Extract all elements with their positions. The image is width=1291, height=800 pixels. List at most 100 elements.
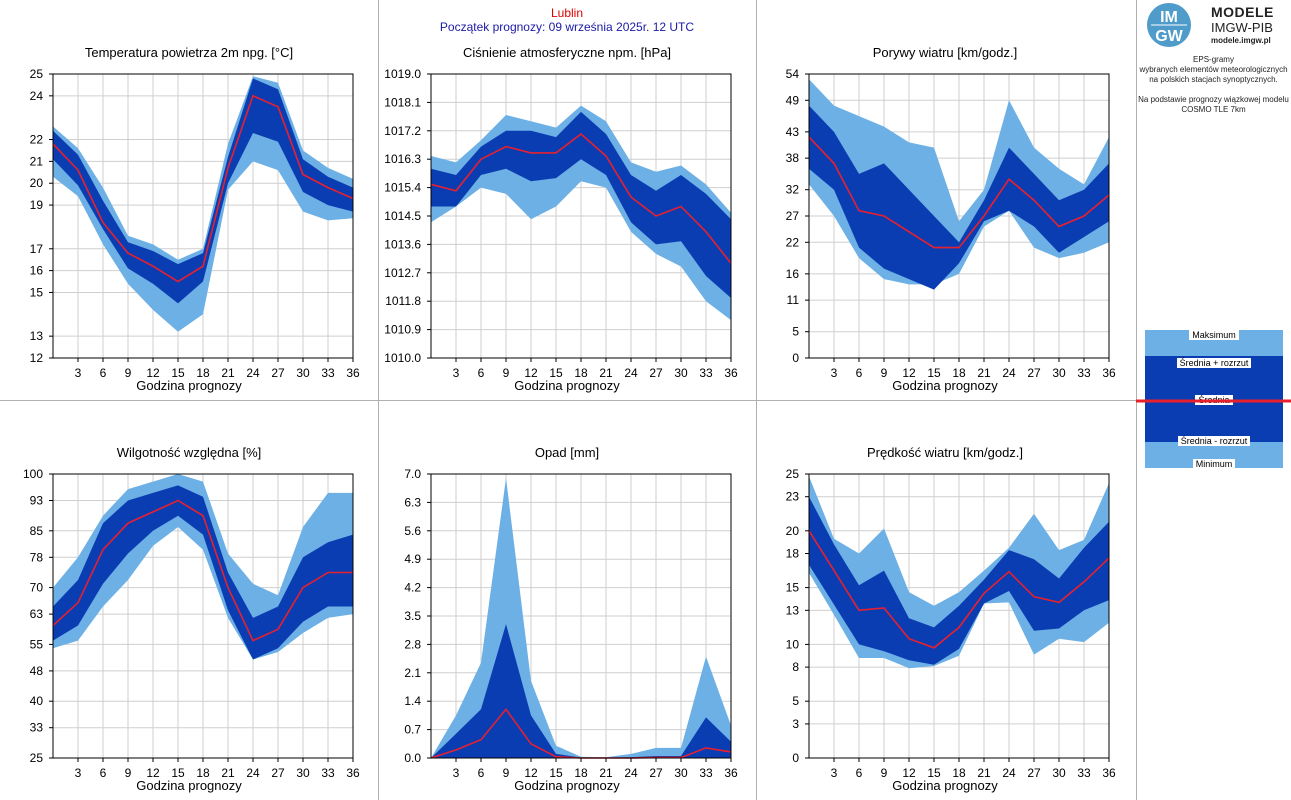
chart-wind-speed-ytick-label: 8 [792,660,799,674]
logo-mark-bottom: GW [1155,28,1183,45]
chart-wind-gusts-ytick-label: 16 [786,267,800,281]
legend: Maksimum Średnia + rozrzut Średnia Średn… [1145,330,1283,469]
chart-humidity-ytick-label: 78 [30,550,44,564]
chart-pressure-plot: 3 6 9 12 15 18 21 24 27 30 33 361010.01010.91011.81… [384,67,738,380]
chart-wind-gusts-ytick-label: 11 [787,293,800,307]
chart-wind-gusts-xtick-label: 15 [927,366,941,380]
logo-mark-top: IM [1160,9,1178,26]
chart-temperature-ytick-label: 13 [30,329,44,343]
chart-wind-gusts-title: Porywy wiatru [km/godz.] [872,45,1018,60]
chart-pressure-band-spread [431,111,731,299]
chart-temperature-xtick-label: 27 [271,366,285,380]
chart-wind-speed-ytick-label: 0 [792,751,799,765]
chart-humidity-ytick-label: 70 [30,581,44,595]
chart-wind-speed-band-spread [809,496,1109,665]
chart-wind-speed-xtick-label: 18 [952,766,966,780]
chart-wind-speed-ytick-label: 15 [786,581,800,595]
chart-wind-gusts-plot: 3 6 9 12 15 18 21 24 27 30 33 360511162227323843495… [786,67,1116,380]
chart-precipitation-xtick-label: 30 [674,766,688,780]
chart-wind-gusts-xtick-label: 33 [1077,366,1091,380]
chart-wind-gusts-xtick-label: 36 [1102,366,1116,380]
chart-humidity-plot: 3 6 9 12 15 18 21 24 27 30 33 362533404855637078859… [23,467,360,780]
chart-pressure-xlabel: Godzina prognozy [514,378,620,393]
chart-pressure-xtick-label: 21 [599,366,613,380]
chart-wind-gusts-ytick-label: 5 [792,325,799,339]
chart-precipitation-xtick-label: 33 [699,766,713,780]
info-line-1: EPS-gramy [1193,55,1234,64]
chart-precipitation-ytick-label: 4.9 [404,552,421,566]
chart-humidity-xlabel: Godzina prognozy [136,778,242,793]
chart-wind-speed-xtick-label: 33 [1077,766,1091,780]
chart-wind-gusts-ytick-label: 54 [786,67,800,81]
info-text: EPS-gramy wybranych elementów meteorolog… [1136,55,1291,115]
info-line-2: wybranych elementów meteorologicznych [1139,65,1288,74]
chart-wind-speed-xtick-label: 36 [1102,766,1116,780]
logo-line-1: MODELE [1211,4,1274,20]
chart-wind-gusts-xtick-label: 27 [1027,366,1041,380]
chart-temperature-ytick-label: 21 [30,154,44,168]
chart-precipitation-ytick-label: 3.5 [404,609,421,623]
chart-temperature-xtick-label: 30 [296,366,310,380]
chart-pressure-xtick-label: 33 [699,366,713,380]
chart-temperature-xlabel: Godzina prognozy [136,378,242,393]
chart-humidity-xtick-label: 12 [146,766,160,780]
chart-pressure-xtick-label: 36 [724,366,738,380]
chart-temperature-plot: 3 6 9 12 15 18 21 24 27 30 33 361213151617192021222… [30,67,360,380]
chart-humidity-xtick-label: 33 [321,766,335,780]
chart-temperature-ytick-label: 19 [30,198,44,212]
chart-humidity-xtick-label: 6 [100,766,107,780]
chart-wind-gusts-mean-line [808,136,1110,249]
chart-humidity-xtick-label: 36 [346,766,360,780]
chart-wind-gusts-ytick-label: 49 [786,93,800,107]
chart-wind-speed-ytick-label: 13 [786,603,800,617]
chart-humidity-ytick-label: 40 [30,694,44,708]
chart-humidity-ytick-label: 63 [30,607,44,621]
chart-precipitation-xtick-label: 18 [574,766,588,780]
chart-temperature-xtick-label: 33 [321,366,335,380]
chart-wind-gusts-xtick-label: 12 [902,366,916,380]
chart-humidity-ytick-label: 55 [30,637,44,651]
chart-pressure-ytick-label: 1019.0 [384,67,421,81]
chart-humidity-ytick-label: 33 [30,721,44,735]
chart-temperature-ytick-label: 25 [30,67,44,81]
chart-precipitation-xtick-label: 15 [549,766,563,780]
chart-temperature-ytick-label: 22 [30,133,44,147]
chart-pressure-ytick-label: 1013.6 [384,237,421,251]
chart-humidity-xtick-label: 27 [271,766,285,780]
chart-temperature-ytick-label: 15 [30,285,44,299]
chart-temperature: 3 6 9 12 15 18 21 24 27 30 33 36 12 13 15 16 17 19 20 21 22 2… [0,0,378,398]
chart-humidity-ytick-label: 25 [30,751,44,765]
chart-precipitation-ytick-label: 4.2 [404,581,421,595]
chart-wind-gusts-xtick-label: 21 [977,366,991,380]
chart-wind-gusts-xtick-label: 30 [1052,366,1066,380]
chart-pressure-ytick-label: 1018.1 [384,95,421,109]
chart-temperature-xtick-label: 9 [125,366,132,380]
chart-temperature-ytick-label: 12 [30,351,44,365]
chart-wind-speed-xtick-label: 3 [831,766,838,780]
chart-humidity-ytick-label: 100 [23,467,43,481]
chart-wind-gusts-ytick-label: 22 [786,235,800,249]
chart-wind-speed-xtick-label: 15 [927,766,941,780]
chart-humidity-xtick-label: 9 [125,766,132,780]
legend-max-label: Maksimum [1189,330,1239,340]
chart-precipitation-plot: 3 6 9 12 15 18 21 24 27 30 33 360.00.71.42.12.83.54… [404,467,738,780]
chart-wind-gusts-xtick-label: 9 [881,366,888,380]
chart-precipitation-xtick-label: 12 [524,766,538,780]
chart-pressure-xtick-label: 24 [624,366,638,380]
chart-precipitation-xtick-label: 9 [503,766,510,780]
chart-wind-gusts-xlabel: Godzina prognozy [892,378,998,393]
chart-humidity: 3 6 9 12 15 18 21 24 27 30 33 36 25 33 40 48 55 63 70 78 85 9… [0,400,378,798]
chart-wind-speed-ytick-label: 25 [786,467,800,481]
chart-temperature-xtick-label: 12 [146,366,160,380]
chart-wind-gusts-ytick-label: 32 [786,183,800,197]
chart-humidity-xtick-label: 15 [171,766,185,780]
chart-wind-speed-ytick-label: 5 [792,694,799,708]
chart-pressure-xtick-label: 12 [524,366,538,380]
chart-wind-gusts-band-spread [809,105,1109,290]
chart-pressure-ytick-label: 1010.9 [384,323,421,337]
chart-wind-speed-mean-line [808,530,1110,649]
chart-precipitation-xtick-label: 6 [478,766,485,780]
chart-pressure-xtick-label: 9 [503,366,510,380]
chart-precipitation-xtick-label: 3 [453,766,460,780]
